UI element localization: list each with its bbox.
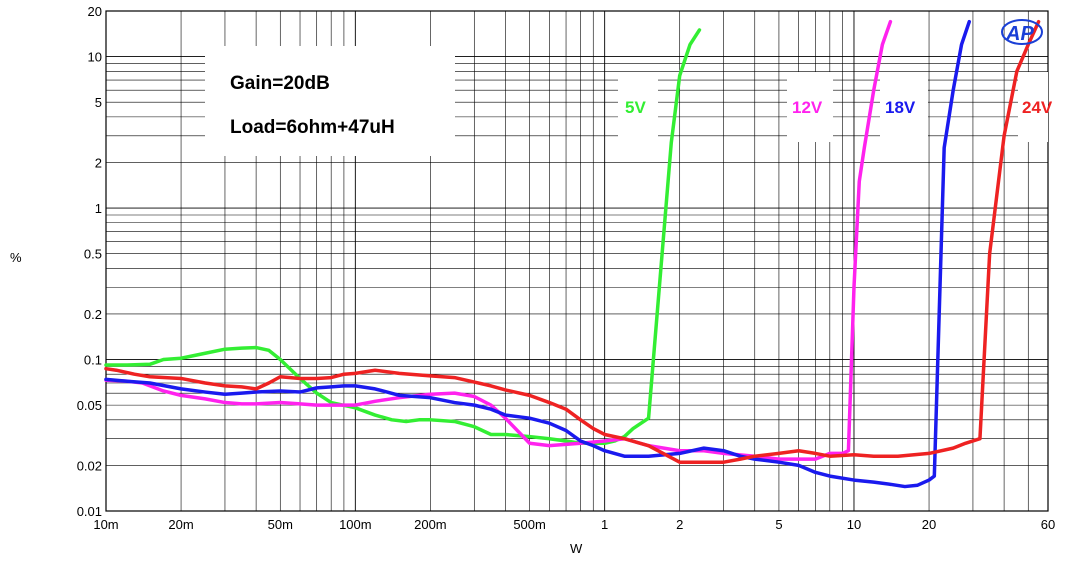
annotation-load: Load=6ohm+47uH bbox=[230, 117, 395, 138]
ap-logo: AP bbox=[1001, 19, 1043, 45]
y-tick-labels: 0.01 0.02 0.05 0.1 0.2 0.5 1 2 5 10 20 bbox=[77, 4, 102, 519]
y-tick-label: 0.1 bbox=[84, 353, 102, 368]
x-tick-label: 5 bbox=[775, 517, 782, 532]
y-tick-label: 0.01 bbox=[77, 504, 102, 519]
label-bg-18v bbox=[880, 72, 928, 142]
x-tick-label: 60 bbox=[1041, 517, 1055, 532]
y-tick-label: 0.2 bbox=[84, 307, 102, 322]
label-bg-24v bbox=[1018, 72, 1048, 142]
label-bg-12v bbox=[787, 72, 833, 142]
x-tick-label: 10 bbox=[847, 517, 861, 532]
annotation-gain: Gain=20dB bbox=[230, 73, 330, 94]
ap-logo-ring bbox=[1001, 19, 1043, 45]
x-tick-label: 1 bbox=[601, 517, 608, 532]
x-tick-label: 2 bbox=[676, 517, 683, 532]
annotation-box bbox=[205, 46, 455, 156]
series-line-12v bbox=[104, 19, 893, 461]
x-tick-label: 100m bbox=[339, 517, 372, 532]
plot-frame bbox=[105, 10, 1049, 512]
y-tick-label: 0.05 bbox=[77, 398, 102, 413]
x-tick-labels: 10m 20m 50m 100m 200m 500m 1 2 5 10 20 60 bbox=[93, 517, 1055, 532]
y-tick-label: 20 bbox=[88, 4, 102, 19]
series-lines bbox=[104, 19, 1041, 489]
series-label-12v: 12V bbox=[792, 98, 823, 117]
y-tick-label: 2 bbox=[95, 155, 102, 170]
x-tick-label: 10m bbox=[93, 517, 118, 532]
series-line-5v bbox=[104, 28, 702, 446]
y-tick-label: 10 bbox=[88, 50, 102, 65]
y-tick-label: 5 bbox=[95, 95, 102, 110]
label-bg-5v bbox=[618, 72, 658, 142]
x-tick-label: 20 bbox=[922, 517, 936, 532]
y-tick-label: 1 bbox=[95, 201, 102, 216]
series-line-18v bbox=[104, 19, 972, 489]
x-axis-title: W bbox=[570, 541, 583, 556]
ap-logo-text: AP bbox=[1005, 23, 1034, 45]
series-label-24v: 24V bbox=[1022, 98, 1053, 117]
y-tick-label: 0.5 bbox=[84, 247, 102, 262]
series-label-5v: 5V bbox=[625, 98, 646, 117]
x-tick-label: 20m bbox=[168, 517, 193, 532]
x-tick-label: 200m bbox=[414, 517, 447, 532]
x-tick-label: 50m bbox=[268, 517, 293, 532]
series-line-24v bbox=[104, 19, 1041, 464]
y-tick-label: 0.02 bbox=[77, 458, 102, 473]
x-tick-label: 500m bbox=[513, 517, 546, 532]
series-label-18v: 18V bbox=[885, 98, 916, 117]
y-axis-title: % bbox=[10, 250, 22, 265]
